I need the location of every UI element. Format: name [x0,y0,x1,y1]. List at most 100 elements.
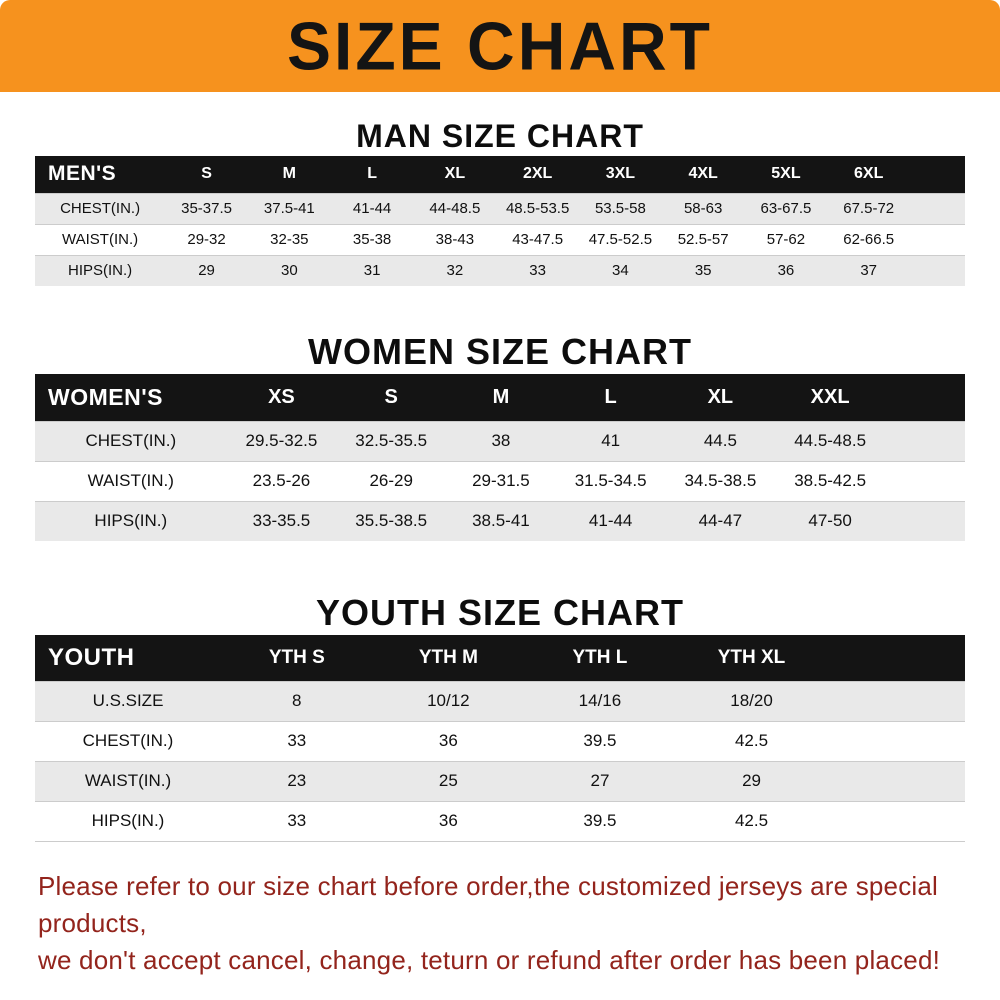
data-cell: 33 [496,254,580,286]
data-cell: 44.5 [665,420,776,461]
col-header-cell: XL [444,165,466,183]
data-cell: 35.5-38.5 [336,500,447,541]
data-cell: 29 [165,254,248,286]
data-cell: 41 [555,420,666,461]
spacer-cell [827,800,965,842]
data-cell: 23 [221,760,373,801]
data-cell: 31 [330,254,414,286]
data-cell: 42.5 [675,800,828,842]
data-cell: 10/12 [372,680,525,721]
note-line-1: Please refer to our size chart before or… [38,870,939,938]
data-cell: 39.5 [524,720,676,761]
data-cell: 57-62 [744,223,828,255]
data-cell: 67.5-72 [827,192,911,224]
data-cell: 63-67.5 [744,192,828,224]
data-cell: 33-35.5 [226,500,337,541]
data-cell: 27 [524,760,676,801]
footer-note: Please refer to our size chart before or… [38,868,1000,979]
data-cell: 44-47 [665,500,776,541]
col-header-cell: XXL [810,385,850,408]
data-cell: 29-31.5 [446,460,556,501]
data-cell: 52.5-57 [661,223,745,255]
data-cell: 14/16 [524,680,676,721]
col-header-cell: YTH XL [717,646,786,668]
data-cell: 41-44 [330,192,414,224]
table-row: CHEST(IN.) 29.5-32.5 32.5-35.5 38 41 44.… [35,420,965,461]
col-header-cell: 6XL [854,165,884,183]
table-row: WAIST(IN.) 23.5-26 26-29 29-31.5 31.5-34… [35,460,965,501]
col-header-cell: XS [268,385,295,408]
spacer-cell [827,720,965,761]
youth-size-table: YOUTH YTH S YTH M YTH L YTH XL U.S.SIZE … [35,635,965,842]
data-cell: 38.5-41 [446,500,556,541]
data-cell: 47.5-52.5 [579,223,662,255]
data-cell: 33 [221,800,373,842]
data-cell: 33 [221,720,373,761]
table-row: U.S.SIZE 8 10/12 14/16 18/20 [35,680,965,721]
data-cell: 32.5-35.5 [336,420,447,461]
data-cell: 23.5-26 [226,460,337,501]
women-size-table: WOMEN'S XS S M L XL XXL CHEST(IN.) 29.5-… [35,374,965,541]
row-label-cell: CHEST(IN.) [35,420,227,461]
row-label-cell: CHEST(IN.) [35,720,221,761]
banner-title: SIZE CHART [287,7,713,85]
col-header-cell: 5XL [771,165,801,183]
data-cell: 32-35 [247,223,331,255]
data-cell: 18/20 [675,680,828,721]
men-size-table: MEN'S S M L XL 2XL 3XL 4XL 5XL 6XL CHEST… [35,156,965,286]
data-cell: 29 [675,760,828,801]
data-cell: 58-63 [661,192,745,224]
data-cell: 30 [247,254,331,286]
col-header-cell: YTH L [572,646,628,668]
data-cell: 36 [372,800,525,842]
row-label-cell: WAIST(IN.) [35,223,166,255]
col-header-cell: XL [707,385,734,408]
youth-corner-label: YOUTH [48,643,135,671]
data-cell: 31.5-34.5 [555,460,666,501]
row-label-cell: WAIST(IN.) [35,460,227,501]
header-spacer-cell [885,374,965,421]
youth-section: YOUTH SIZE CHART YOUTH YTH S YTH M YTH L… [0,591,1000,842]
youth-header-row: YOUTH YTH S YTH M YTH L YTH XL [35,635,965,681]
data-cell: 35 [661,254,745,286]
row-label-cell: U.S.SIZE [35,680,221,721]
col-header-cell: 4XL [688,165,718,183]
data-cell: 36 [372,720,525,761]
spacer-cell [884,460,965,501]
col-header-cell: 3XL [605,165,636,183]
data-cell: 44.5-48.5 [775,420,885,461]
spacer-cell [827,680,965,721]
data-cell: 35-37.5 [165,192,248,224]
data-cell: 29-32 [165,223,248,255]
table-row: CHEST(IN.) 35-37.5 37.5-41 41-44 44-48.5… [35,192,965,224]
data-cell: 38-43 [413,223,497,255]
col-header-cell: 2XL [522,165,553,183]
spacer-cell [884,500,965,541]
table-row: HIPS(IN.) 33 36 39.5 42.5 [35,800,965,842]
row-label-cell: CHEST(IN.) [35,192,166,224]
row-label-cell: HIPS(IN.) [35,800,221,842]
men-section: MAN SIZE CHART MEN'S S M L XL 2XL 3XL 4 [0,116,1000,286]
data-cell: 34 [579,254,662,286]
data-cell: 48.5-53.5 [496,192,580,224]
row-label-cell: HIPS(IN.) [35,254,166,286]
data-cell: 26-29 [336,460,447,501]
data-cell: 39.5 [524,800,676,842]
data-cell: 32 [413,254,497,286]
header-spacer-cell [827,635,965,681]
data-cell: 41-44 [555,500,666,541]
men-section-heading: MAN SIZE CHART [356,118,644,154]
row-label-cell: HIPS(IN.) [35,500,227,541]
spacer-cell [910,192,965,224]
data-cell: 44-48.5 [413,192,497,224]
spacer-cell [910,223,965,255]
note-line-2: we don't accept cancel, change, teturn o… [38,944,941,975]
data-cell: 62-66.5 [827,223,911,255]
spacer-cell [827,760,965,801]
data-cell: 38.5-42.5 [775,460,885,501]
women-corner-label: WOMEN'S [48,383,164,410]
table-row: WAIST(IN.) 29-32 32-35 35-38 38-43 43-47… [35,223,965,255]
spacer-cell [910,254,965,286]
data-cell: 34.5-38.5 [665,460,776,501]
